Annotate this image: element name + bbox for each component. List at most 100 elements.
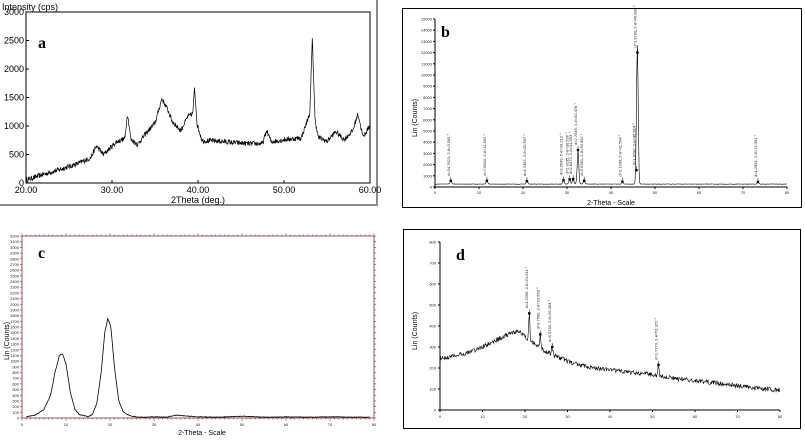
x-tick-label: 50	[653, 190, 658, 195]
y-tick-label: 800	[12, 370, 19, 375]
x-axis-title: 2Theta (deg.)	[171, 195, 225, 205]
y-tick-label: 15000	[421, 17, 433, 22]
y-tick-label: 1100	[10, 353, 19, 358]
y-tick-label: 5000	[423, 129, 433, 134]
y-tick-label: 12000	[421, 50, 433, 55]
y-tick-label: 10000	[421, 73, 433, 78]
y-tick-label: 3000	[423, 151, 433, 156]
x-tick-label: 20.00	[15, 185, 38, 195]
peak-point	[635, 169, 638, 172]
peak-point	[576, 148, 580, 152]
peak-label: d=4.2453, 2-θ=20.907 °	[522, 134, 527, 176]
y-tick-label: 800	[429, 240, 436, 245]
y-tick-label: 500	[12, 387, 19, 392]
peak-label: d=4.2256, 2-θ=21.011 °	[524, 266, 529, 308]
y-tick-label: 3000	[10, 245, 20, 250]
y-tick-label: 4000	[423, 140, 433, 145]
x-tick-label: 0	[439, 414, 442, 419]
x-tick-label: 0	[21, 422, 24, 427]
y-tick-label: 1500	[10, 330, 20, 335]
peak-point	[551, 345, 554, 349]
x-tick-label: 60	[697, 190, 702, 195]
y-tick-label: 2500	[10, 273, 20, 278]
peak-point	[756, 180, 760, 184]
y-tick-label: 400	[429, 324, 436, 329]
y-tick-label: 400	[12, 393, 19, 398]
y-tick-label: 700	[429, 261, 436, 266]
x-tick-label: 20	[108, 422, 113, 427]
y-tick-label: 500	[429, 303, 436, 308]
y-tick-label: 900	[12, 364, 19, 369]
x-tick-label: 20	[523, 414, 528, 419]
y-tick-label: 1600	[10, 325, 20, 330]
y-tick-label: 700	[12, 376, 19, 381]
y-tick-label: 3100	[10, 239, 20, 244]
y-tick-label: 1200	[10, 347, 20, 352]
y-tick-label: 1500	[4, 93, 24, 103]
peak-point	[582, 179, 586, 182]
y-axis-title: Lin (Counts)	[412, 312, 419, 350]
peak-label: d=2.7546, 2-θ=32.478 °	[573, 103, 578, 145]
x-tick-label: 80	[785, 190, 790, 195]
x-tick-label: 80	[372, 422, 377, 427]
plot-frame	[21, 235, 375, 419]
y-tick-label: 100	[12, 410, 19, 415]
chart-b: b Lin (Counts) 2-Theta - Scale 0 1000 2000…	[412, 5, 790, 207]
peak-point	[525, 179, 529, 183]
x-tick-label: 10	[477, 190, 482, 195]
y-tick-label: 1700	[10, 319, 20, 324]
x-tick-label: 50	[240, 422, 245, 427]
x-tick-label: 20	[521, 190, 526, 195]
y-tick-label: 600	[12, 381, 19, 386]
x-tick-label: 70	[741, 190, 746, 195]
y-tick-label: 1000	[10, 359, 20, 364]
y-tick-label: 3200	[10, 234, 20, 239]
x-tick-label: 30	[565, 414, 570, 419]
peak-point	[571, 177, 575, 181]
panel-label-a: a	[38, 35, 46, 52]
panel-label-b: b	[441, 24, 450, 41]
x-tick-label: 50.00	[273, 185, 296, 195]
x-axis-title: 2-Theta - Scale	[587, 200, 635, 207]
peak-point	[528, 312, 531, 315]
y-axis-title: Intensity (cps)	[2, 2, 58, 12]
x-axis-title: 2-Theta - Scale	[178, 430, 226, 437]
series-line	[26, 317, 370, 418]
x-tick-label: 0	[434, 190, 437, 195]
y-tick-label: 2500	[4, 36, 24, 46]
y-tick-label: 11000	[421, 61, 433, 66]
chart-c: c Lin (Counts) 2-Theta - Scale 010020030…	[4, 233, 377, 437]
y-tick-label: 2400	[10, 279, 20, 284]
y-tick-label: 2000	[4, 64, 24, 74]
y-tick-label: 2600	[10, 268, 20, 273]
y-tick-label: 2900	[10, 251, 20, 256]
y-tick-label: 600	[429, 282, 436, 287]
peak-label: d=1.2891, 2-θ=73.391 °	[753, 134, 758, 176]
x-tick-label: 30	[152, 422, 157, 427]
peak-label: d=3.7690, 2-θ=23.593 °	[535, 287, 540, 329]
y-tick-label: 6000	[423, 117, 433, 122]
peak-label: d=1.7773, 2-θ=51.372 °	[653, 317, 658, 359]
y-tick-label: 0	[430, 185, 433, 190]
y-axis-title: Lin (Counts)	[412, 99, 419, 137]
x-tick-label: 60.00	[359, 185, 382, 195]
y-tick-label: 2300	[10, 285, 20, 290]
peak-label: d=2.8472, 2-θ=31.393 °	[568, 132, 573, 174]
chart-d: d Lin (Counts) 0100200300400500600700800…	[412, 240, 783, 420]
x-tick-label: 70	[735, 414, 740, 419]
y-tick-label: 1900	[10, 307, 20, 312]
y-tick-label: 0	[434, 408, 437, 413]
y-tick-label: 9000	[423, 84, 433, 89]
y-tick-label: 300	[429, 345, 436, 350]
x-tick-label: 40	[196, 422, 201, 427]
peak-point	[449, 179, 453, 183]
y-tick-label: 0	[17, 416, 20, 421]
peak-label: d=2.1206, 2-θ=42.594 °	[617, 134, 622, 176]
y-tick-label: 2200	[10, 290, 20, 295]
y-tick-label: 2100	[10, 296, 20, 301]
y-tick-label: 1300	[10, 342, 20, 347]
x-tick-label: 40	[609, 190, 614, 195]
series-line	[439, 314, 781, 393]
y-tick-label: 1400	[10, 336, 20, 341]
x-tick-label: 40	[608, 414, 613, 419]
